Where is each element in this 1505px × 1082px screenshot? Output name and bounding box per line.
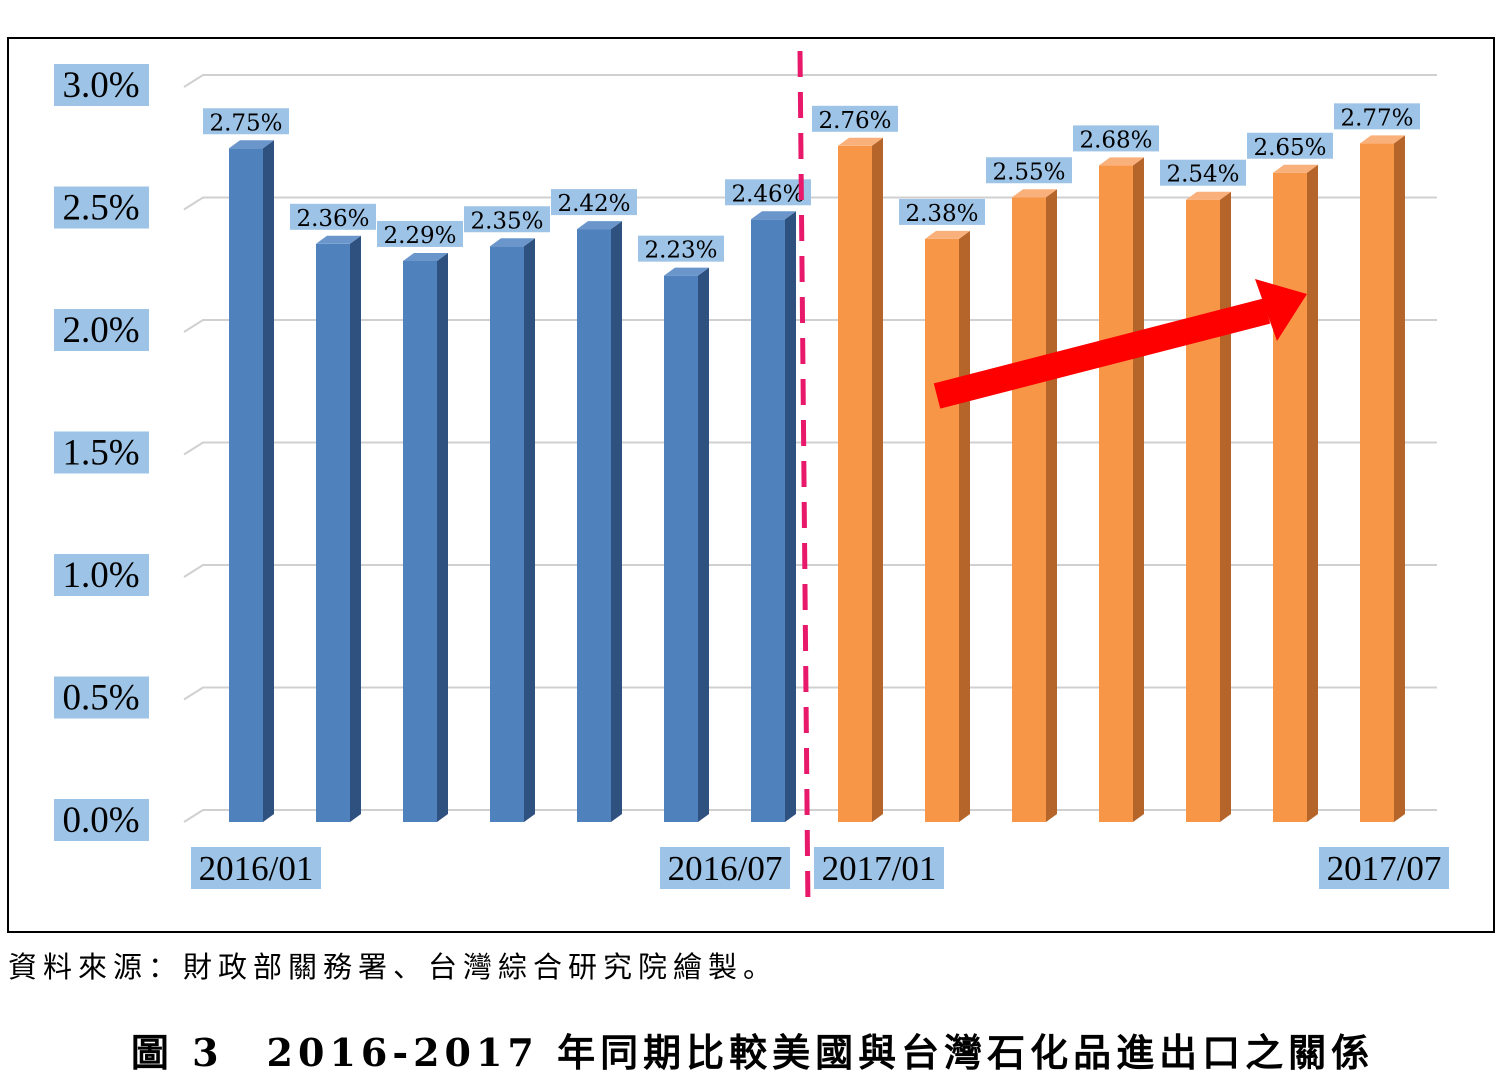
svg-text:2017/01: 2017/01 xyxy=(822,849,937,888)
data-label: 2.42% xyxy=(551,189,637,217)
bar-2017/01 xyxy=(838,137,883,823)
svg-text:2.65%: 2.65% xyxy=(1253,135,1326,161)
data-label: 2.35% xyxy=(464,206,550,234)
data-label: 2.76% xyxy=(812,105,898,134)
gridline xyxy=(183,564,1437,578)
svg-text:2016/01: 2016/01 xyxy=(199,849,314,888)
category-label-2017/01: 2017/01 xyxy=(814,847,944,889)
bar-2017/05 xyxy=(1186,191,1231,822)
y-tick-label-bg xyxy=(54,186,149,229)
bar-2016/01 xyxy=(229,140,274,822)
y-axis-ticks: 0.0% 0.5% 1.0% 1.5% 2.0% 2.5% 3.0% xyxy=(54,64,149,841)
trend-arrow xyxy=(933,279,1307,409)
svg-text:2.23%: 2.23% xyxy=(644,238,717,264)
bar-chart: 0.0%0.5%1.0%1.5%2.0%2.5%3.0% 2.75%2.36%2… xyxy=(54,50,1449,912)
data-label: 2.38% xyxy=(899,198,985,227)
gridline xyxy=(183,441,1437,456)
y-tick-label-bg xyxy=(54,309,149,351)
y-tick-label: 1.0% xyxy=(62,555,139,596)
data-label: 2.23% xyxy=(638,235,724,264)
data-label: 2.36% xyxy=(290,203,376,232)
svg-text:2017/07: 2017/07 xyxy=(1327,849,1442,888)
bar-2016/06 xyxy=(664,267,709,822)
gridlines xyxy=(183,74,1437,823)
bar-2017/06 xyxy=(1273,164,1318,822)
gridline xyxy=(183,809,1437,823)
svg-text:2.77%: 2.77% xyxy=(1340,105,1413,131)
y-tick-label-bg xyxy=(54,64,149,106)
bar-2017/02 xyxy=(925,230,970,822)
bar-2017/07 xyxy=(1360,135,1405,823)
y-tick-label: 1.5% xyxy=(62,433,139,474)
data-label: 2.55% xyxy=(986,157,1072,185)
y-tick-label: 0.0% xyxy=(62,800,139,841)
bars xyxy=(229,135,1405,823)
chart-frame: 0.0% 0.5% 1.0% 1.5% 2.0% 2.5% 3.0% 2.75% 2.36% 2… xyxy=(7,37,1495,933)
data-label: 2.77% xyxy=(1334,103,1420,131)
data-label: 2.46% xyxy=(725,179,811,207)
y-tick-label-bg xyxy=(54,676,149,719)
y-tick-label-bg xyxy=(54,431,149,474)
y-tick-label: 2.5% xyxy=(62,188,139,229)
figure-caption: 圖 3 2016-2017 年同期比較美國與台灣石化品進出口之關係 xyxy=(130,1030,1375,1075)
gridline xyxy=(183,74,1437,88)
y-tick-label: 3.0% xyxy=(62,65,139,106)
bar-2017/04 xyxy=(1099,157,1144,822)
y-tick-label: 2.0% xyxy=(62,310,139,351)
category-label-2017/07: 2017/07 xyxy=(1319,847,1449,889)
data-label: 2.75% xyxy=(203,108,289,136)
data-label: 2.65% xyxy=(1247,132,1333,161)
y-tick-label-bg xyxy=(54,799,149,841)
y-tick-label-bg xyxy=(54,554,149,596)
source-note: 資料來源：財政部關務署、台灣綜合研究院繪製。 xyxy=(8,950,779,984)
bar-2016/03 xyxy=(403,252,448,822)
svg-text:2.38%: 2.38% xyxy=(905,201,978,227)
svg-text:2.35%: 2.35% xyxy=(470,208,543,234)
category-label-2016/01: 2016/01 xyxy=(191,847,321,889)
bar-2016/07 xyxy=(751,211,796,823)
svg-text:2016/07: 2016/07 xyxy=(668,849,783,888)
bar-2016/05 xyxy=(577,221,622,823)
bar-2017/03 xyxy=(1012,189,1057,822)
bar-2016/02 xyxy=(316,235,361,823)
category-labels: 2016/01 2016/07 2017/01 2017/07 xyxy=(191,847,1449,889)
svg-text:2.42%: 2.42% xyxy=(557,191,630,217)
data-label: 2.54% xyxy=(1160,159,1246,188)
svg-text:2.68%: 2.68% xyxy=(1079,127,1152,153)
gridline xyxy=(183,686,1437,701)
svg-text:2.29%: 2.29% xyxy=(383,223,456,249)
category-label-2016/07: 2016/07 xyxy=(660,847,790,889)
svg-text:2.76%: 2.76% xyxy=(818,108,891,134)
data-label: 2.68% xyxy=(1073,125,1159,153)
svg-text:2.54%: 2.54% xyxy=(1166,162,1239,188)
svg-text:2.36%: 2.36% xyxy=(296,206,369,232)
svg-text:2.46%: 2.46% xyxy=(731,181,804,207)
svg-text:2.55%: 2.55% xyxy=(992,159,1065,185)
svg-text:2.75%: 2.75% xyxy=(209,110,282,136)
y-tick-label: 0.5% xyxy=(62,678,139,719)
bar-2016/04 xyxy=(490,238,535,822)
data-labels: 2.75% 2.36% 2.29% 2.35% 2.42% 2.23% 2.46% 2.76%… xyxy=(203,103,1420,264)
period-divider xyxy=(797,50,811,912)
data-label: 2.29% xyxy=(377,220,463,249)
